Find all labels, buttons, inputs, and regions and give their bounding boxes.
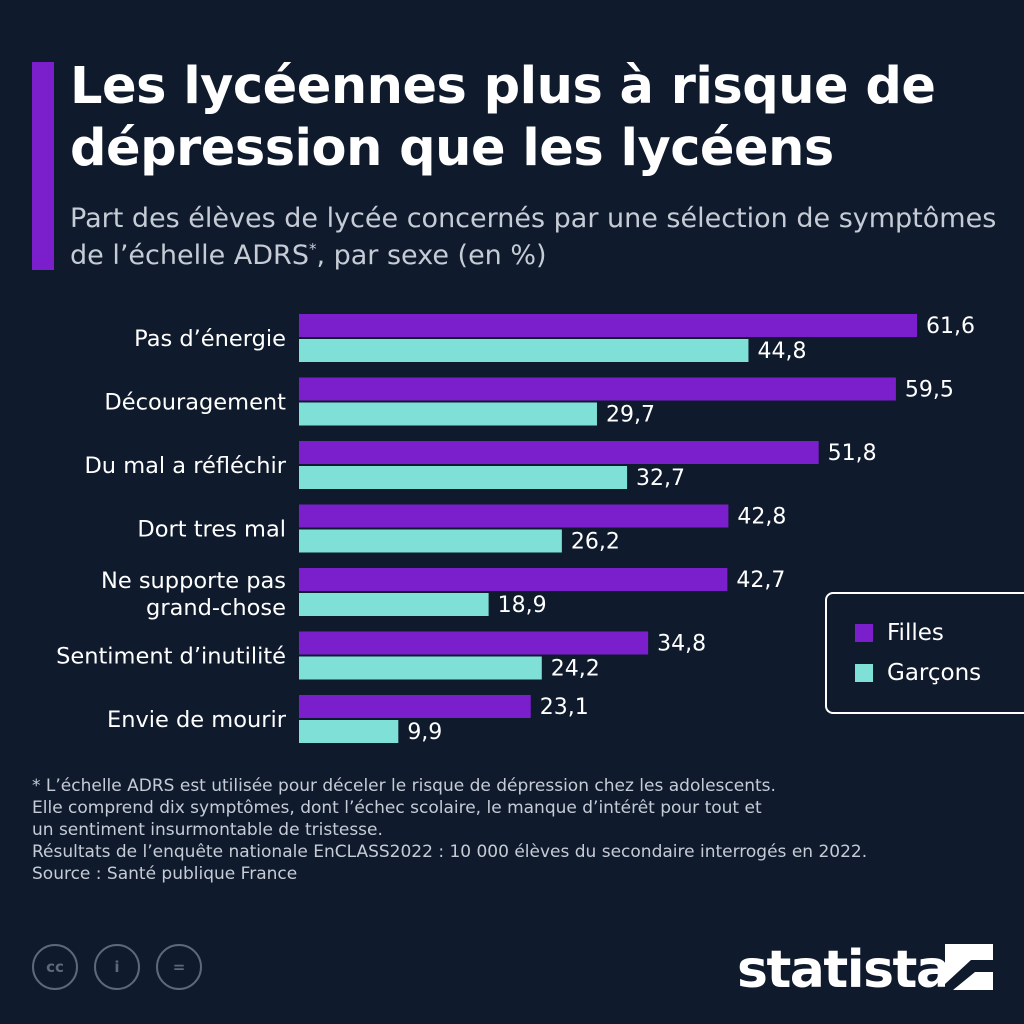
legend-swatch-filles bbox=[855, 624, 873, 642]
statista-logo-text: statista bbox=[737, 940, 951, 1000]
subtitle-text-end: , par sexe (en %) bbox=[316, 240, 547, 271]
bar-garcons bbox=[299, 593, 489, 616]
bar-filles bbox=[299, 631, 649, 655]
category-label: Sentiment d’inutilité bbox=[56, 644, 286, 670]
category-label: Découragement bbox=[104, 390, 286, 416]
statista-logo-icon bbox=[945, 944, 993, 990]
data-label: 61,6 bbox=[926, 314, 975, 339]
data-label: 42,8 bbox=[737, 505, 786, 530]
bar-chart: Pas d’énergie 61,6 44,8 Découragement 59,5 29… bbox=[56, 314, 975, 745]
footnotes: * L’échelle ADRS est utilisée pour décel… bbox=[32, 775, 1012, 885]
category-label: Du mal a réfléchir bbox=[84, 453, 286, 479]
data-label: 34,8 bbox=[657, 632, 706, 657]
data-label: 26,2 bbox=[571, 530, 620, 555]
bar-garcons bbox=[299, 402, 597, 426]
subtitle-text: Part des élèves de lycée concernés par u… bbox=[70, 203, 997, 271]
data-label: 24,2 bbox=[551, 657, 600, 682]
cc-icon: cc bbox=[32, 944, 78, 990]
footnote-line: Elle comprend dix symptômes, dont l’éche… bbox=[32, 798, 762, 818]
bar-filles bbox=[299, 377, 896, 401]
subtitle-asterisk: * bbox=[308, 240, 317, 258]
attribution-icon: i bbox=[94, 944, 140, 990]
bar-filles bbox=[299, 314, 917, 337]
legend-label-garcons: Garçons bbox=[887, 660, 982, 686]
bar-garcons bbox=[299, 466, 628, 489]
bar-garcons bbox=[299, 339, 749, 362]
category-label: Envie de mourir bbox=[107, 707, 287, 733]
bar-filles bbox=[299, 568, 728, 591]
footnote-line: un sentiment insurmontable de tristesse. bbox=[32, 820, 383, 840]
legend-swatch-garcons bbox=[855, 664, 873, 682]
data-label: 32,7 bbox=[636, 466, 685, 491]
bar-garcons bbox=[299, 720, 399, 743]
data-label: 59,5 bbox=[905, 378, 954, 403]
source-note: Source : Santé publique France bbox=[32, 864, 298, 884]
footnote-line: Résultats de l’enquête nationale EnCLASS… bbox=[32, 842, 868, 862]
legend-item-garcons: Garçons bbox=[855, 660, 981, 686]
title-accent-bar bbox=[32, 62, 54, 270]
data-label: 42,7 bbox=[736, 568, 785, 593]
bar-filles bbox=[299, 504, 729, 528]
bar-garcons bbox=[299, 656, 542, 680]
data-label: 44,8 bbox=[757, 339, 806, 364]
category-label: Dort tres mal bbox=[137, 517, 286, 543]
footnote-line: * L’échelle ADRS est utilisée pour décel… bbox=[32, 776, 776, 796]
bar-filles bbox=[299, 695, 531, 718]
data-label: 18,9 bbox=[498, 593, 547, 618]
legend-item-filles: Filles bbox=[855, 620, 944, 646]
data-label: 9,9 bbox=[407, 720, 442, 745]
no-derivatives-icon: = bbox=[156, 944, 202, 990]
data-label: 23,1 bbox=[540, 695, 589, 720]
chart-title: Les lycéennes plus à risque de dépressio… bbox=[70, 57, 936, 178]
bar-filles bbox=[299, 441, 819, 464]
bar-garcons bbox=[299, 529, 562, 553]
legend-label-filles: Filles bbox=[887, 620, 944, 646]
data-label: 51,8 bbox=[828, 441, 877, 466]
category-label: Ne supporte pas grand-chose bbox=[101, 568, 286, 621]
data-label: 29,7 bbox=[606, 403, 655, 428]
category-label: Pas d’énergie bbox=[134, 326, 286, 352]
chart-subtitle: Part des élèves de lycée concernés par u… bbox=[70, 200, 1000, 274]
legend: Filles Garçons bbox=[825, 592, 1024, 714]
